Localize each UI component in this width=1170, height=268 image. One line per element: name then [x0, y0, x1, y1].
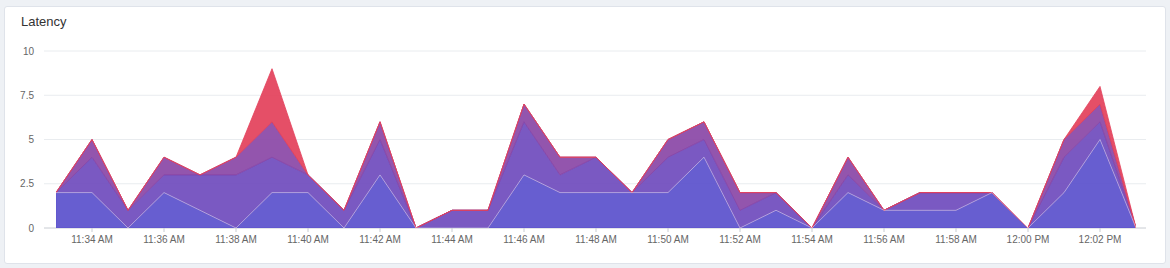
x-tick [1100, 228, 1101, 232]
x-tick-label: 11:46 AM [503, 234, 545, 245]
y-tick-label: 0 [28, 223, 34, 234]
plot-area [56, 69, 1136, 228]
x-tick-label: 12:00 PM [1007, 234, 1050, 245]
x-tick [740, 228, 741, 232]
x-tick-label: 11:40 AM [287, 234, 329, 245]
x-tick [236, 228, 237, 232]
x-tick-label: 11:38 AM [215, 234, 257, 245]
grid-line [44, 51, 1146, 52]
area-series [56, 69, 1136, 228]
x-tick [596, 228, 597, 232]
x-tick [92, 228, 93, 232]
y-tick-label: 5 [28, 134, 34, 145]
x-tick [380, 228, 381, 232]
x-tick-label: 11:56 AM [863, 234, 905, 245]
series-edge [56, 140, 1136, 229]
x-tick-label: 11:52 AM [719, 234, 761, 245]
x-tick-label: 11:42 AM [359, 234, 401, 245]
x-tick-label: 11:50 AM [647, 234, 689, 245]
y-tick-label: 10 [23, 46, 35, 57]
x-tick [1028, 228, 1029, 232]
x-tick [308, 228, 309, 232]
x-tick-label: 11:58 AM [935, 234, 977, 245]
grid-line [44, 139, 1146, 140]
x-tick [452, 228, 453, 232]
x-tick [164, 228, 165, 232]
x-tick [956, 228, 957, 232]
x-tick [668, 228, 669, 232]
x-tick-label: 11:44 AM [431, 234, 473, 245]
x-tick-label: 11:34 AM [71, 234, 113, 245]
x-tick-label: 11:48 AM [575, 234, 617, 245]
x-tick [884, 228, 885, 232]
y-tick-label: 7.5 [20, 90, 34, 101]
x-tick [812, 228, 813, 232]
chart-title: Latency [21, 14, 67, 29]
x-tick-label: 11:36 AM [143, 234, 185, 245]
x-tick [524, 228, 525, 232]
chart: Latency 0 2.5 5 7.5 10 11:34 AM 11:36 AM 11:38 A… [0, 0, 1170, 268]
x-tick-label: 12:02 PM [1079, 234, 1122, 245]
x-tick-label: 11:54 AM [791, 234, 833, 245]
grid-line [44, 95, 1146, 96]
y-tick-label: 2.5 [20, 178, 34, 189]
